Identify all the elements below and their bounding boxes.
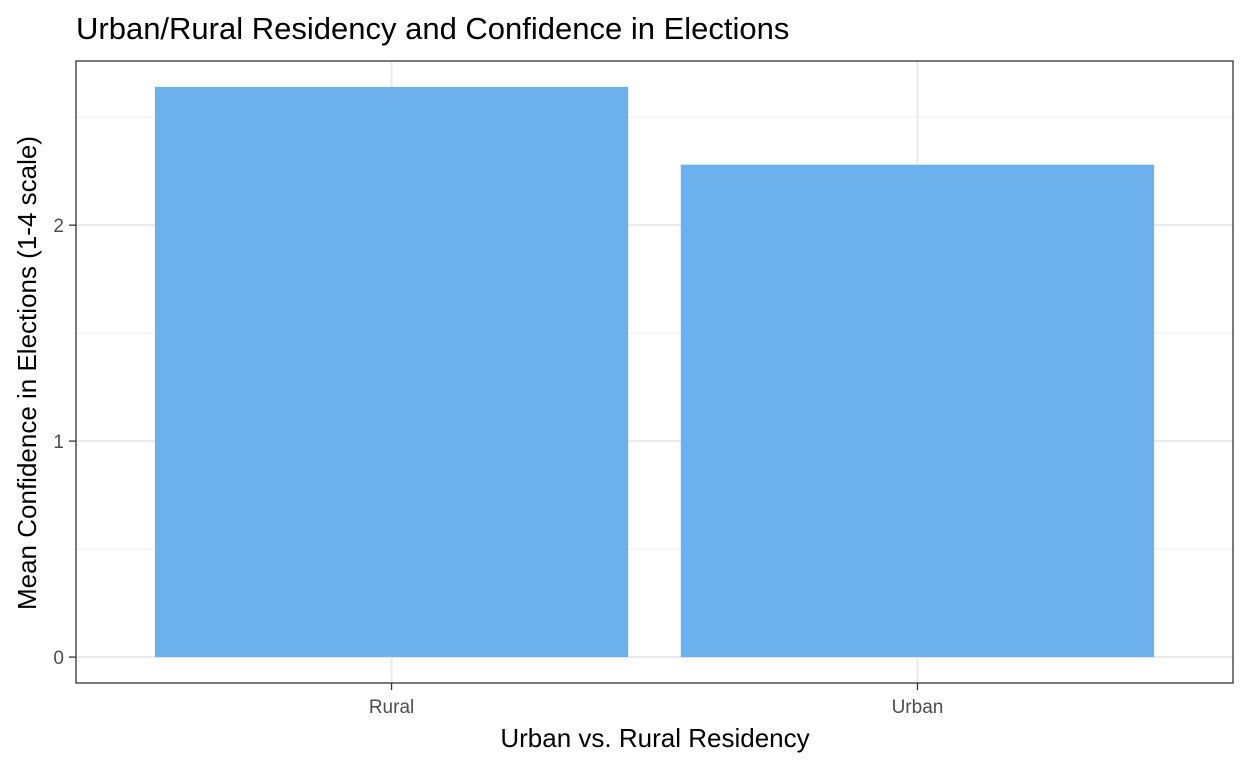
x-tick-label: Urban <box>892 697 944 718</box>
bar-urban <box>680 164 1155 658</box>
chart-title: Urban/Rural Residency and Confidence in … <box>76 11 789 46</box>
panel-border <box>75 60 1234 684</box>
plot-panel: 0 1 2 Rural Urban <box>53 60 1234 718</box>
x-tick-label: Rural <box>369 697 414 718</box>
y-tick-label: 1 <box>53 432 64 453</box>
y-tick-label: 0 <box>53 648 64 669</box>
bar-rural <box>154 86 629 658</box>
x-axis-title: Urban vs. Rural Residency <box>500 723 809 753</box>
y-axis-title: Mean Confidence in Elections (1-4 scale) <box>12 136 42 610</box>
y-tick-label: 2 <box>53 216 64 237</box>
